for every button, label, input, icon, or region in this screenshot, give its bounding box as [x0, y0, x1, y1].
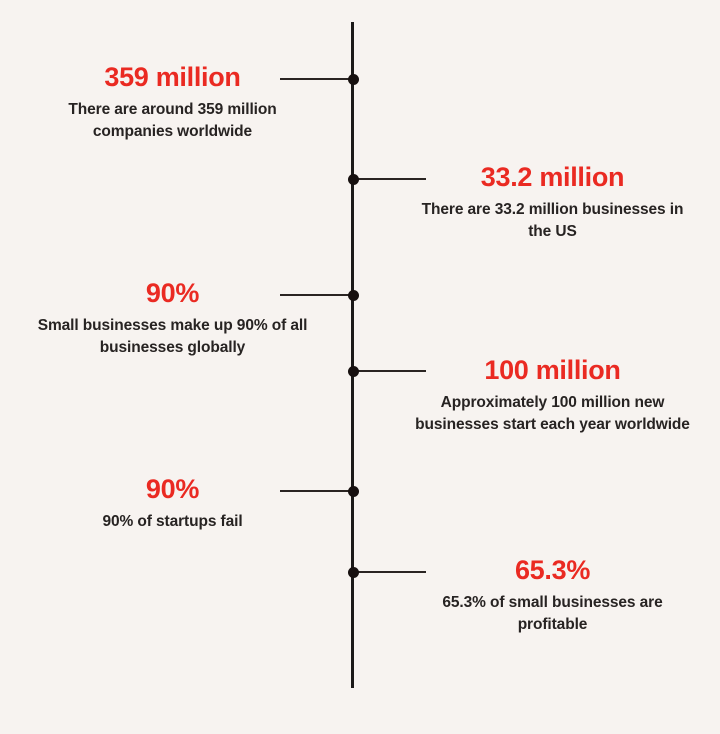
statistic-headline: 90%	[145, 474, 200, 504]
vertical-axis-line	[351, 22, 354, 688]
statistic-entry: 359 million There are around 359 million …	[30, 62, 315, 143]
statistic-headline: 100 million	[484, 355, 621, 385]
timeline-node-dot	[347, 566, 359, 578]
statistic-headline: 90%	[145, 278, 200, 308]
statistic-headline: 65.3%	[514, 555, 591, 585]
timeline-node-dot	[347, 73, 359, 85]
timeline-node-dot	[347, 289, 359, 301]
statistic-description: Approximately 100 million new businesses…	[415, 394, 690, 434]
connector-line	[280, 77, 352, 81]
timeline-node-dot	[347, 365, 359, 377]
connector-line	[354, 177, 426, 181]
statistic-description: Small businesses make up 90% of all busi…	[37, 317, 308, 357]
statistic-headline: 33.2 million	[480, 162, 625, 192]
connector-line	[280, 489, 352, 493]
statistic-description: There are 33.2 million businesses in the…	[421, 201, 684, 241]
statistic-entry: 33.2 million There are 33.2 million busin…	[410, 162, 695, 243]
statistic-entry: 100 million Approximately 100 million new…	[410, 355, 695, 436]
timeline-node-dot	[347, 485, 359, 497]
connector-line	[280, 293, 352, 297]
connector-line	[354, 369, 426, 373]
statistic-entry: 90% 90% of startups fail	[30, 474, 315, 533]
connector-line	[354, 570, 426, 574]
statistic-entry: 65.3% 65.3% of small businesses are profi…	[410, 555, 695, 636]
statistic-description: 90% of startups fail	[102, 513, 243, 531]
statistic-description: There are around 359 million companies w…	[68, 101, 277, 141]
statistic-headline: 359 million	[104, 62, 241, 92]
statistic-description: 65.3% of small businesses are profitable	[442, 594, 663, 634]
statistic-entry: 90% Small businesses make up 90% of all b…	[30, 278, 315, 359]
timeline-node-dot	[347, 173, 359, 185]
